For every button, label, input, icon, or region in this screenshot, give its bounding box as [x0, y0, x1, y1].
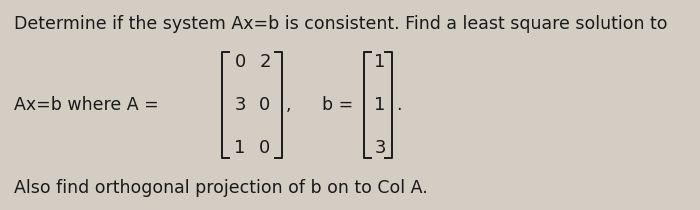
Text: 2: 2	[259, 53, 271, 71]
Text: 1: 1	[374, 96, 386, 114]
Text: 0: 0	[260, 139, 271, 157]
Text: Also find orthogonal projection of b on to Col A.: Also find orthogonal projection of b on …	[14, 179, 428, 197]
Text: 1: 1	[234, 139, 246, 157]
Text: ,: ,	[286, 96, 291, 114]
Text: 3: 3	[374, 139, 386, 157]
Text: Determine if the system Ax=b is consistent. Find a least square solution to: Determine if the system Ax=b is consiste…	[14, 15, 668, 33]
Text: 3: 3	[234, 96, 246, 114]
Text: 1: 1	[374, 53, 386, 71]
Text: 0: 0	[234, 53, 246, 71]
Text: Ax=b where A =: Ax=b where A =	[14, 96, 159, 114]
Text: .: .	[396, 96, 402, 114]
Text: 0: 0	[260, 96, 271, 114]
Text: b =: b =	[322, 96, 354, 114]
